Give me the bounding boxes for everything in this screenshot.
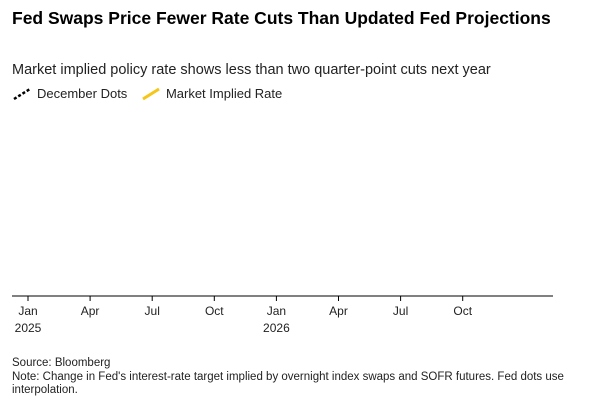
legend-item-market-implied-rate: Market Implied Rate (141, 86, 282, 101)
x-tick-label: Apr (329, 304, 348, 318)
x-tick-label: Jul (145, 304, 160, 318)
legend-item-december-dots: December Dots (12, 86, 127, 101)
x-tick-label: Apr (81, 304, 100, 318)
dashed-line-swatch-icon (13, 87, 31, 100)
x-tick-label: Jan (18, 304, 37, 318)
line-chart: 4.5%4.03.5Jan2025AprJulOctJan2026AprJulO… (12, 295, 553, 335)
source-note: Source: Bloomberg (12, 357, 111, 369)
legend-label-december-dots: December Dots (37, 86, 128, 101)
x-tick-label: Jul (393, 304, 408, 318)
x-tick-label: Oct (453, 304, 472, 318)
x-tick-year-label: 2025 (15, 321, 42, 335)
x-tick-label: Jan (267, 304, 286, 318)
chart-footer: Source: Bloomberg Note: Change in Fed's … (12, 357, 597, 398)
solid-line-swatch-icon (142, 87, 160, 100)
chart-title: Fed Swaps Price Fewer Rate Cuts Than Upd… (12, 8, 551, 28)
chart-subtitle: Market implied policy rate shows less th… (12, 62, 491, 78)
x-tick-year-label: 2026 (263, 321, 290, 335)
legend-label-market-implied-rate: Market Implied Rate (165, 86, 283, 101)
footnote: Note: Change in Fed's interest-rate targ… (12, 370, 564, 397)
x-tick-label: Oct (205, 304, 224, 318)
legend: December Dots Market Implied Rate (12, 86, 292, 104)
